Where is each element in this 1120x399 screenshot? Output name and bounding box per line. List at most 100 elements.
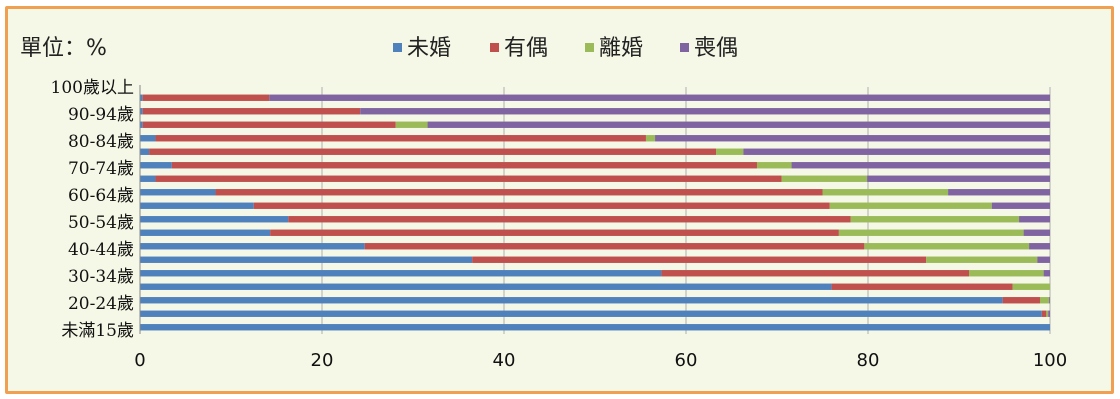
y-category-label: 90-94歲 <box>68 105 134 125</box>
bar-segment <box>926 256 1038 263</box>
bar-segment <box>781 175 868 182</box>
bar-segment <box>1048 310 1050 317</box>
bar-segment <box>140 310 1042 317</box>
bar-segment <box>140 297 1003 304</box>
bar-segment <box>140 189 216 196</box>
chart-frame: 0 20 40 60 80 100 100歲以上 90-94歲 80-84歲 70-74歲 60-6… <box>5 6 1114 394</box>
bar-segment <box>288 216 851 223</box>
bar-segment <box>743 148 1050 155</box>
bar-segment <box>1002 297 1040 304</box>
labels-layer: 0 20 40 60 80 100 100歲以上 90-94歲 80-84歲 70-74歲 60-6… <box>51 78 1068 371</box>
bar-segment <box>140 175 156 182</box>
legend-item: 離婚 <box>585 36 643 61</box>
bar-segment <box>716 148 744 155</box>
bar-segment <box>661 270 970 277</box>
bars-layer <box>140 94 1051 331</box>
legend: 未婚 有偶 離婚 喪偶 <box>393 36 738 61</box>
bar-segment <box>1049 297 1050 304</box>
bar-segment <box>269 94 1051 101</box>
bar-segment <box>791 162 1050 169</box>
y-category-label: 20-24歲 <box>68 294 134 314</box>
bar-segment <box>155 135 646 142</box>
bar-segment <box>1019 216 1050 223</box>
bar-segment <box>655 135 1050 142</box>
bar-segment <box>360 108 1051 115</box>
bar-segment <box>1046 310 1049 317</box>
bar-segment <box>253 202 830 209</box>
y-category-label: 40-44歲 <box>68 240 134 260</box>
bar-segment <box>155 175 782 182</box>
bar-segment <box>395 121 428 128</box>
legend-label: 有偶 <box>504 36 548 61</box>
bar-segment <box>1023 229 1050 236</box>
x-tick-label: 80 <box>857 350 880 371</box>
x-tick-label: 60 <box>675 350 698 371</box>
y-category-label: 80-84歲 <box>68 132 134 152</box>
bar-segment <box>140 270 662 277</box>
legend-swatch <box>490 43 499 52</box>
bar-segment <box>142 121 396 128</box>
bar-segment <box>1037 256 1050 263</box>
unit-label: 單位：% <box>20 36 107 61</box>
y-category-label: 50-54歲 <box>68 213 134 233</box>
bar-segment <box>140 283 832 290</box>
bar-segment <box>850 216 1020 223</box>
y-category-label: 30-34歲 <box>68 267 134 287</box>
x-tick-label: 20 <box>311 350 334 371</box>
bar-segment <box>864 243 1030 250</box>
bar-segment <box>948 189 1050 196</box>
bar-segment <box>867 175 1050 182</box>
bar-segment <box>831 283 1013 290</box>
bar-segment <box>991 202 1050 209</box>
bar-segment <box>472 256 927 263</box>
bar-segment <box>822 189 949 196</box>
bar-segment <box>149 148 717 155</box>
bar-segment <box>171 162 757 169</box>
x-tick-label: 100 <box>1033 350 1067 371</box>
legend-label: 離婚 <box>599 36 643 61</box>
bar-segment <box>140 148 150 155</box>
bar-segment <box>838 229 1024 236</box>
bar-segment <box>140 216 289 223</box>
legend-label: 喪偶 <box>694 36 738 61</box>
marital-status-chart: 0 20 40 60 80 100 100歲以上 90-94歲 80-84歲 70-74歲 60-6… <box>20 36 1068 371</box>
legend-swatch <box>680 43 689 52</box>
legend-swatch <box>393 43 402 52</box>
bar-segment <box>427 121 1050 128</box>
bar-segment <box>140 135 156 142</box>
bar-segment <box>140 94 143 101</box>
x-tick-label: 0 <box>134 350 145 371</box>
legend-swatch <box>585 43 594 52</box>
legend-item: 未婚 <box>393 36 451 61</box>
bar-segment <box>140 202 254 209</box>
bar-segment <box>1012 283 1050 290</box>
bar-segment <box>645 135 656 142</box>
bar-segment <box>215 189 823 196</box>
bar-segment <box>140 243 365 250</box>
bar-segment <box>140 108 143 115</box>
y-category-label: 100歲以上 <box>51 78 134 98</box>
bar-segment <box>270 229 839 236</box>
bar-segment <box>142 108 361 115</box>
bar-segment <box>1043 270 1050 277</box>
bar-segment <box>1029 243 1050 250</box>
bar-segment <box>140 256 473 263</box>
legend-item: 有偶 <box>490 36 548 61</box>
bar-segment <box>140 162 172 169</box>
bar-segment <box>829 202 992 209</box>
bar-segment <box>1039 297 1050 304</box>
bar-segment <box>364 243 865 250</box>
bar-segment <box>756 162 792 169</box>
bar-segment <box>142 94 270 101</box>
bar-segment <box>969 270 1044 277</box>
bar-segment <box>140 121 143 128</box>
bar-segment <box>140 229 271 236</box>
x-tick-label: 40 <box>493 350 516 371</box>
bar-segment <box>140 324 1050 331</box>
y-category-label: 70-74歲 <box>68 159 134 179</box>
bar-segment <box>1041 310 1047 317</box>
legend-label: 未婚 <box>407 36 451 61</box>
y-category-label: 60-64歲 <box>68 186 134 206</box>
y-category-label: 未滿15歲 <box>61 321 134 341</box>
legend-item: 喪偶 <box>680 36 738 61</box>
